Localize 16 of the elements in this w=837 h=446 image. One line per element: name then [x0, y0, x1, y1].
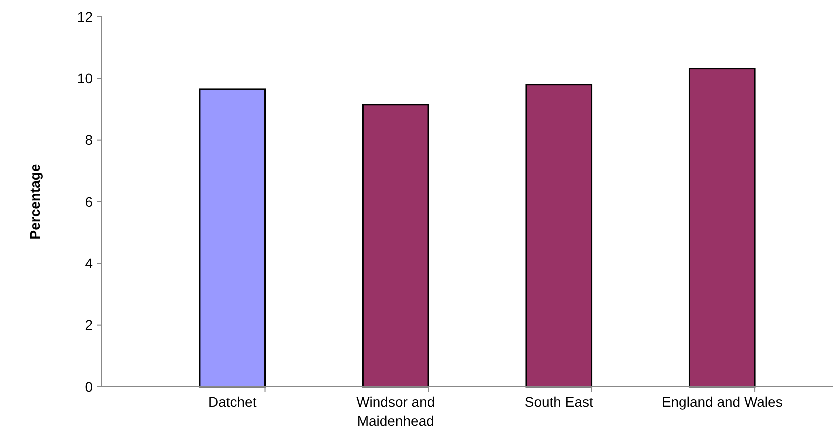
y-tick-label: 0	[85, 378, 94, 395]
y-tick-label: 2	[85, 317, 94, 334]
bar	[199, 88, 266, 388]
y-axis-title: Percentage	[27, 164, 43, 240]
y-tick-label: 12	[77, 8, 94, 25]
bar	[688, 68, 756, 388]
bar	[362, 104, 430, 388]
y-tick-label: 8	[85, 132, 94, 148]
y-tick-label: 10	[77, 70, 94, 87]
x-tick-label: England and Wales	[662, 394, 783, 410]
y-tick-label: 6	[85, 194, 94, 210]
x-tick-label: South East	[524, 394, 594, 410]
x-tick-label: Windsor and Maidenhead	[356, 394, 436, 429]
x-tick-label: Datchet	[208, 394, 257, 410]
bar	[526, 84, 593, 388]
y-tick-label: 4	[85, 256, 94, 272]
